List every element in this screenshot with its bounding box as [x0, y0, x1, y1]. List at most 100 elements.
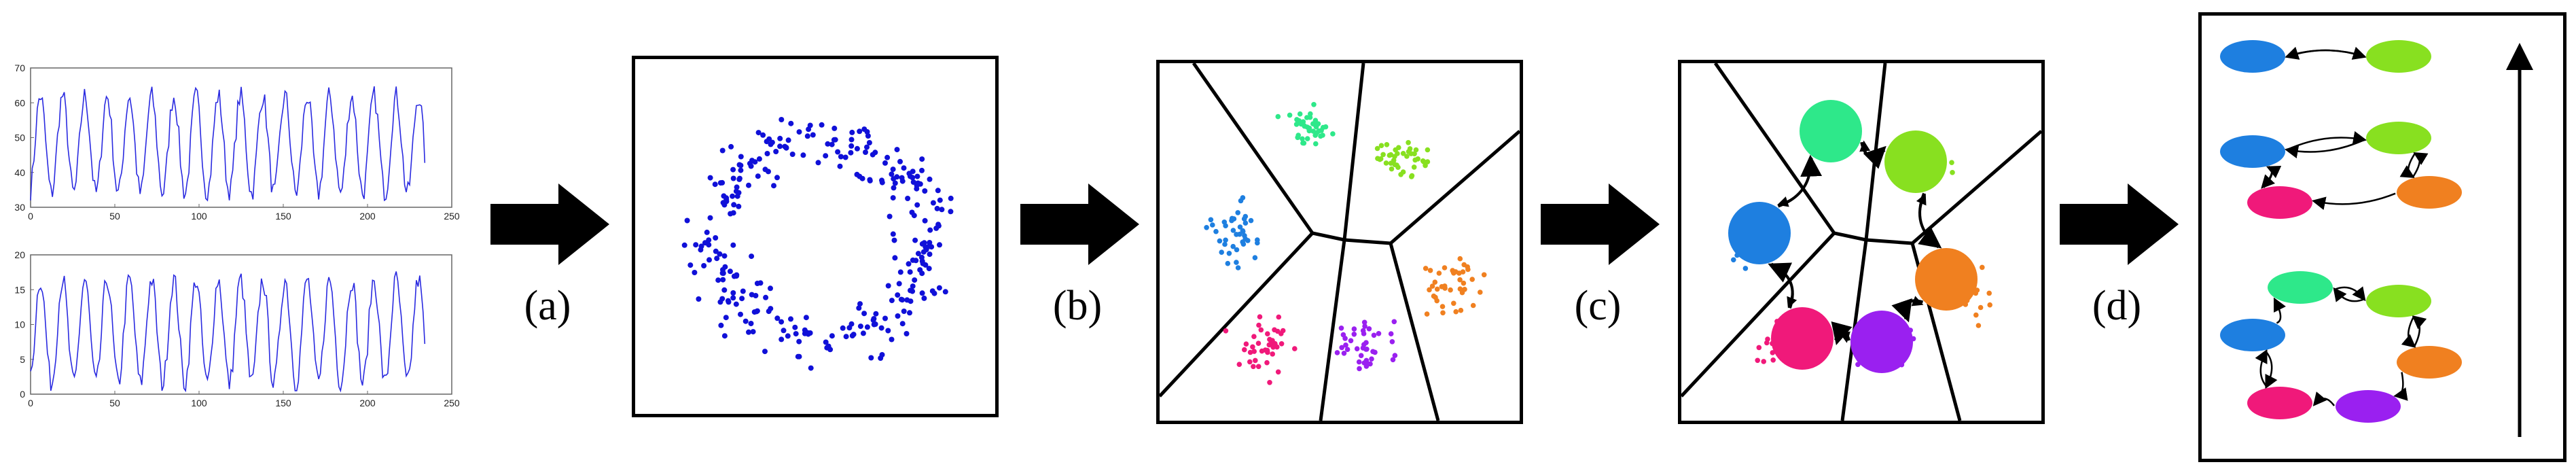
data-point	[1223, 237, 1228, 243]
data-point	[920, 249, 927, 255]
state-node	[2247, 186, 2312, 219]
data-point	[769, 139, 775, 145]
data-point	[1361, 342, 1367, 347]
data-point	[788, 120, 794, 126]
data-point	[808, 365, 814, 371]
data-point	[1362, 323, 1367, 329]
data-point	[1354, 346, 1360, 351]
data-point	[1478, 290, 1483, 295]
data-point	[1755, 357, 1760, 364]
timeseries-panel: 70 60 50 40 30 0 50 100 150 200 250 20 15 10 5 0 0 50 100 1…	[0, 54, 462, 421]
state-node	[2220, 319, 2285, 351]
data-point	[734, 272, 740, 278]
data-point	[1364, 347, 1370, 352]
data-point	[1343, 343, 1348, 348]
data-point	[885, 328, 891, 334]
data-point	[721, 253, 728, 259]
data-point	[921, 295, 927, 301]
data-point	[712, 181, 718, 188]
data-point	[840, 325, 846, 331]
cell-boundary	[1319, 239, 1346, 421]
transition-arrow	[1834, 329, 1850, 343]
data-point	[1392, 353, 1398, 358]
step-label-b: (b)	[1052, 283, 1103, 329]
data-point	[948, 209, 954, 215]
data-point	[1256, 322, 1262, 328]
data-point	[1400, 169, 1406, 175]
data-point	[892, 255, 898, 261]
data-point	[740, 288, 746, 294]
data-point	[1230, 228, 1236, 233]
state-node	[2366, 285, 2431, 317]
y-tick-label: 60	[14, 97, 25, 108]
data-point	[762, 349, 768, 355]
data-point	[915, 180, 921, 186]
x-tick-label: 150	[275, 211, 291, 222]
data-point	[730, 210, 736, 216]
data-point	[726, 299, 732, 305]
data-point	[922, 217, 928, 224]
data-point	[901, 165, 907, 171]
state-node	[1771, 307, 1833, 370]
data-point	[719, 179, 726, 186]
data-point	[890, 195, 896, 201]
data-point	[736, 176, 743, 182]
data-point	[764, 139, 770, 145]
data-point	[1300, 136, 1305, 142]
data-point	[736, 203, 742, 209]
transition-arrow	[2261, 165, 2276, 189]
data-point	[1389, 166, 1395, 172]
data-point	[721, 287, 728, 293]
data-point	[1451, 300, 1456, 306]
voronoi-clustering	[1160, 63, 1520, 421]
data-point	[1242, 347, 1247, 353]
data-point	[749, 158, 755, 164]
data-point	[1357, 366, 1362, 372]
data-point	[1412, 151, 1417, 157]
data-point	[889, 171, 895, 177]
data-point	[1465, 264, 1470, 270]
data-point	[1234, 232, 1239, 237]
data-point	[827, 347, 834, 353]
data-point	[914, 202, 920, 208]
data-point	[730, 290, 736, 296]
data-point	[693, 242, 699, 248]
y-tick-label: 15	[14, 284, 25, 295]
data-point	[1267, 380, 1272, 385]
data-point	[1213, 228, 1219, 234]
data-point	[779, 117, 785, 122]
data-point	[1761, 359, 1766, 364]
data-point	[1406, 140, 1411, 145]
data-point	[843, 334, 849, 340]
data-point	[861, 126, 867, 133]
data-point	[1457, 277, 1463, 283]
data-point	[1949, 160, 1954, 165]
data-point	[1265, 331, 1270, 337]
data-point	[1987, 302, 1992, 308]
data-point	[1280, 328, 1286, 334]
x-tick-label: 100	[191, 398, 207, 408]
data-point	[838, 154, 844, 160]
data-point	[1731, 257, 1736, 263]
data-point	[1404, 154, 1410, 159]
data-point	[1204, 225, 1209, 230]
data-point	[857, 301, 863, 307]
data-point	[774, 175, 780, 181]
step-label-d: (d)	[2092, 283, 2142, 329]
data-point	[792, 324, 798, 330]
data-point	[753, 293, 759, 298]
data-point	[895, 313, 901, 319]
data-point	[819, 122, 825, 128]
data-point	[823, 339, 829, 345]
data-point	[707, 215, 713, 221]
data-point	[684, 217, 690, 224]
data-point	[803, 315, 809, 321]
data-point	[1425, 159, 1431, 164]
state-node	[1850, 311, 1913, 373]
data-point	[1980, 264, 1985, 270]
series-line	[30, 86, 426, 202]
data-point	[927, 240, 933, 245]
data-point	[857, 323, 863, 330]
data-point	[937, 197, 943, 203]
data-point	[825, 141, 831, 147]
